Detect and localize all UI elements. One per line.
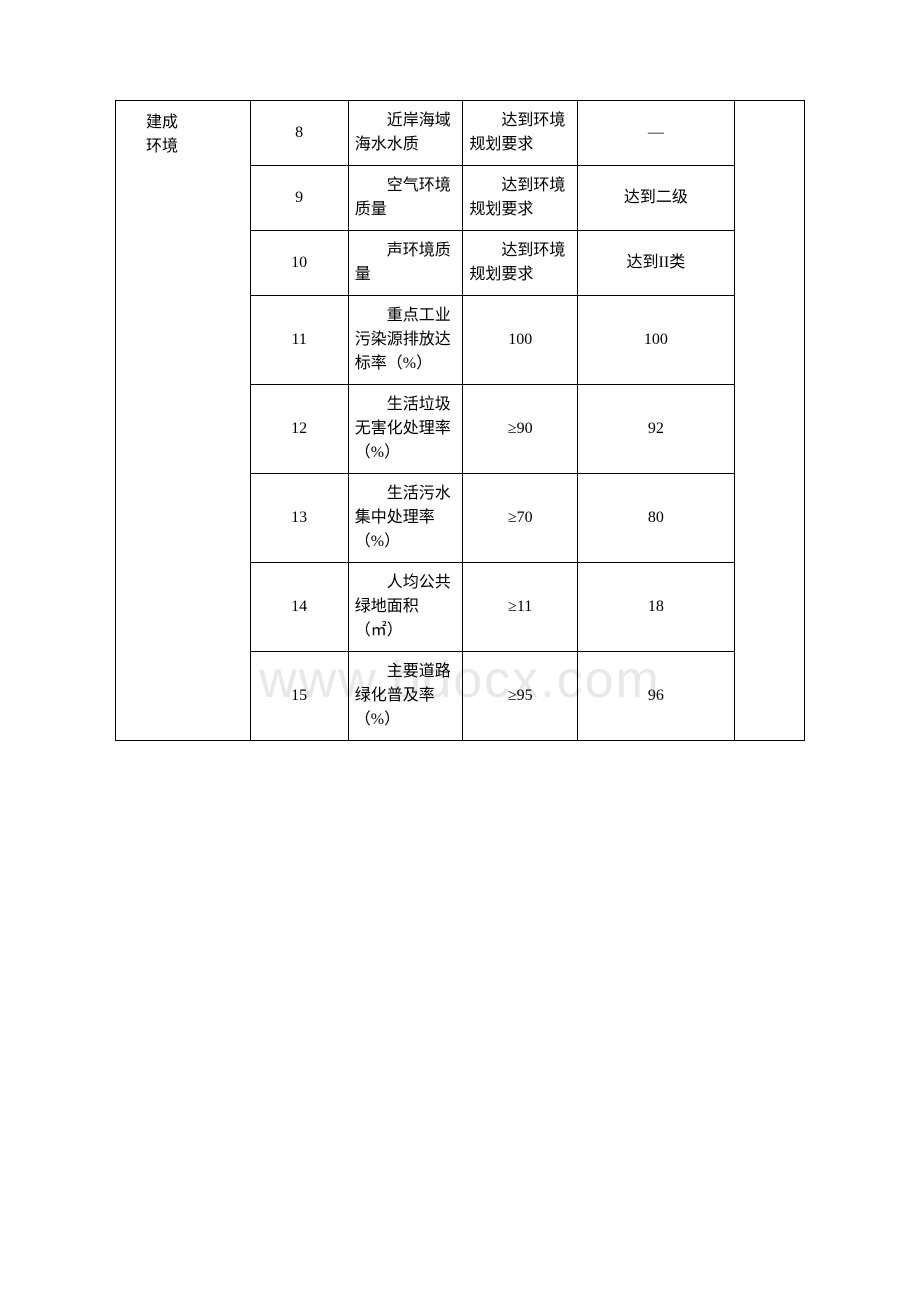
category-line2: 环境 xyxy=(146,135,244,159)
row-standard: ≥70 xyxy=(463,474,578,563)
row-value: 100 xyxy=(578,296,735,385)
row-num: 14 xyxy=(250,563,348,652)
row-num: 13 xyxy=(250,474,348,563)
row-value: 96 xyxy=(578,652,735,741)
row-indicator: 声环境质量 xyxy=(348,231,463,296)
page-container: 建成 环境 8 近岸海域海水水质 达到环境规划要求 — 9 空气环境质量 达到环… xyxy=(0,0,920,841)
table-body: 建成 环境 8 近岸海域海水水质 达到环境规划要求 — 9 空气环境质量 达到环… xyxy=(116,101,805,741)
row-indicator: 生活垃圾无害化处理率（%） xyxy=(348,385,463,474)
row-num: 15 xyxy=(250,652,348,741)
row-standard: 达到环境规划要求 xyxy=(463,101,578,166)
row-standard: ≥90 xyxy=(463,385,578,474)
row-standard: 达到环境规划要求 xyxy=(463,231,578,296)
row-indicator: 生活污水集中处理率（%） xyxy=(348,474,463,563)
category-line1: 建成 xyxy=(146,111,244,135)
row-num: 11 xyxy=(250,296,348,385)
row-num: 10 xyxy=(250,231,348,296)
row-indicator: 空气环境质量 xyxy=(348,166,463,231)
row-indicator: 主要道路绿化普及率（%） xyxy=(348,652,463,741)
row-standard: 达到环境规划要求 xyxy=(463,166,578,231)
row-standard: ≥11 xyxy=(463,563,578,652)
row-standard: ≥95 xyxy=(463,652,578,741)
category-cell: 建成 环境 xyxy=(116,101,251,741)
row-indicator: 人均公共绿地面积（㎡） xyxy=(348,563,463,652)
row-num: 8 xyxy=(250,101,348,166)
row-value: 18 xyxy=(578,563,735,652)
row-value: 80 xyxy=(578,474,735,563)
last-cell xyxy=(734,101,804,741)
table-row: 建成 环境 8 近岸海域海水水质 达到环境规划要求 — xyxy=(116,101,805,166)
row-value: 达到II类 xyxy=(578,231,735,296)
row-value: 达到二级 xyxy=(578,166,735,231)
row-value: 92 xyxy=(578,385,735,474)
data-table: 建成 环境 8 近岸海域海水水质 达到环境规划要求 — 9 空气环境质量 达到环… xyxy=(115,100,805,741)
row-num: 12 xyxy=(250,385,348,474)
row-value: — xyxy=(578,101,735,166)
row-indicator: 近岸海域海水水质 xyxy=(348,101,463,166)
table-wrapper: 建成 环境 8 近岸海域海水水质 达到环境规划要求 — 9 空气环境质量 达到环… xyxy=(115,100,805,741)
row-num: 9 xyxy=(250,166,348,231)
row-standard: 100 xyxy=(463,296,578,385)
row-indicator: 重点工业污染源排放达标率（%） xyxy=(348,296,463,385)
